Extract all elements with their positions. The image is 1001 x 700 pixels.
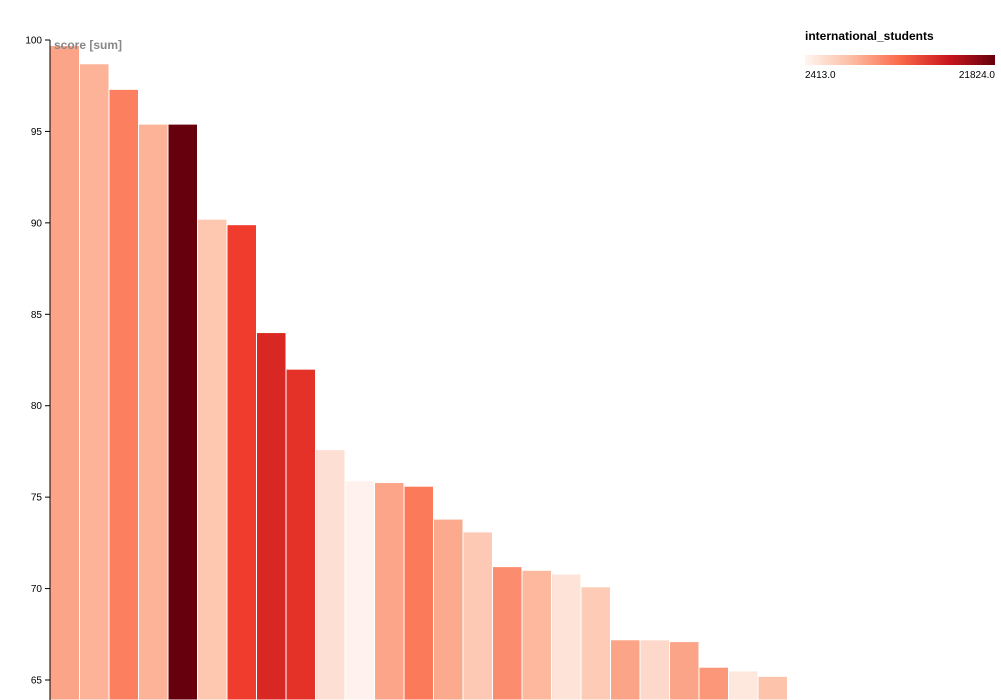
y-tick-label: 100 xyxy=(25,36,42,47)
bar[interactable] xyxy=(49,44,80,700)
bar[interactable] xyxy=(403,485,434,700)
bar[interactable] xyxy=(285,368,316,700)
y-tick-label: 80 xyxy=(31,401,43,412)
y-tick-label: 85 xyxy=(31,310,43,321)
bar[interactable] xyxy=(374,482,405,700)
bar[interactable] xyxy=(639,639,670,700)
bar[interactable] xyxy=(256,332,287,700)
bar[interactable] xyxy=(79,63,110,700)
legend-max-label: 21824.0 xyxy=(959,70,996,81)
bar[interactable] xyxy=(757,675,788,700)
bar[interactable] xyxy=(492,566,523,700)
bar[interactable] xyxy=(167,123,198,700)
y-tick-label: 70 xyxy=(31,584,43,595)
y-axis-label: score [sum] xyxy=(54,38,122,52)
bar[interactable] xyxy=(462,531,493,700)
bar[interactable] xyxy=(610,639,641,700)
bar[interactable] xyxy=(108,88,139,700)
bar[interactable] xyxy=(698,666,729,700)
bar[interactable] xyxy=(226,224,257,700)
bar[interactable] xyxy=(138,123,169,700)
bar[interactable] xyxy=(551,573,582,700)
y-tick-label: 65 xyxy=(31,676,43,687)
legend-min-label: 2413.0 xyxy=(805,70,836,81)
bar[interactable] xyxy=(580,586,611,700)
bar[interactable] xyxy=(344,480,375,700)
y-tick-label: 90 xyxy=(31,218,43,229)
bar[interactable] xyxy=(728,670,759,700)
bar[interactable] xyxy=(197,218,228,700)
bar[interactable] xyxy=(433,518,464,700)
y-tick-label: 95 xyxy=(31,127,43,138)
legend-title: international_students xyxy=(805,29,934,43)
bar[interactable] xyxy=(521,569,552,700)
bars-group xyxy=(49,44,788,700)
y-tick-label: 75 xyxy=(31,493,43,504)
legend-gradient-bar xyxy=(805,55,995,65)
bar[interactable] xyxy=(315,449,346,700)
bar[interactable] xyxy=(669,641,700,700)
color-legend: international_students 2413.0 21824.0 xyxy=(805,29,995,81)
y-axis: 65 70 75 80 85 90 95 100 xyxy=(25,36,51,700)
